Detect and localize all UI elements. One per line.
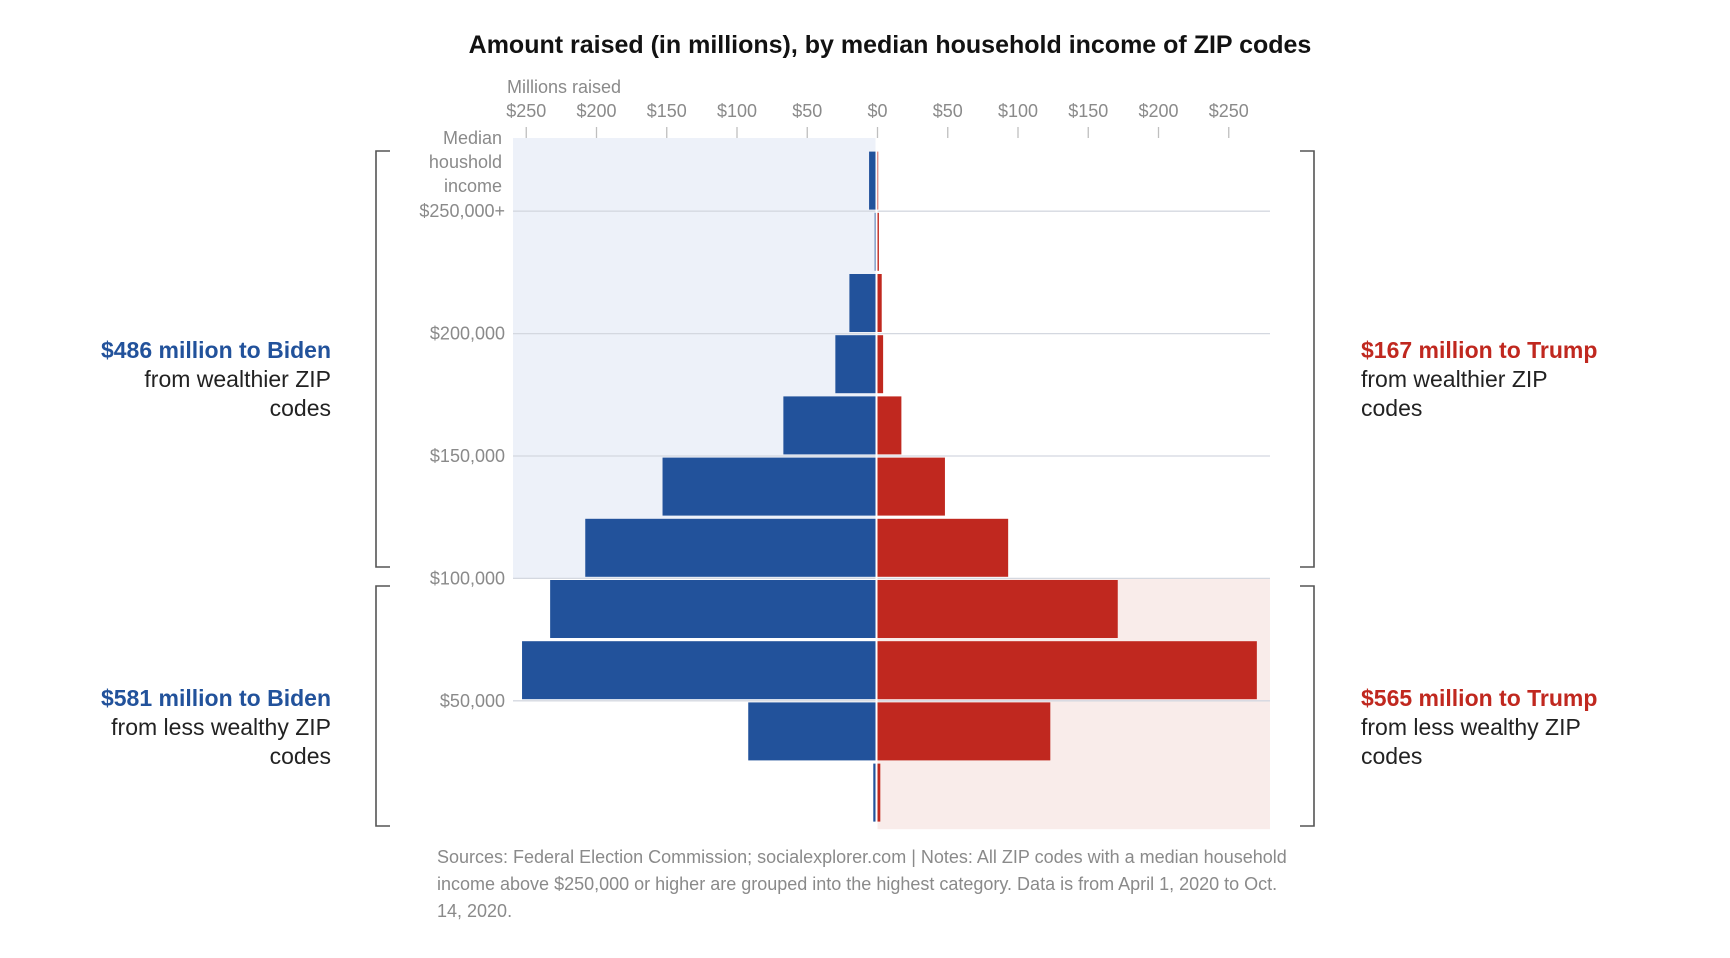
y-tick-label: $200,000 [430, 324, 505, 344]
x-tick-label: $100 [998, 101, 1038, 121]
y-axis-title-line: houshold [429, 152, 502, 172]
bracket-biden-wealthy [375, 150, 390, 568]
x-axis-title: Millions raised [507, 77, 621, 97]
y-axis-title-line: income [444, 176, 502, 196]
bar-biden [835, 335, 878, 394]
x-tick-label: $150 [1068, 101, 1108, 121]
x-tick-label: $0 [867, 101, 887, 121]
annotation-trump-wealthy: $167 million to Trump from wealthier ZIP… [1361, 337, 1597, 421]
annotation-headline: $486 million to Biden [101, 337, 331, 363]
annotation-body-line: from wealthier ZIP [144, 366, 331, 392]
y-tick-label: $100,000 [430, 568, 505, 588]
y-tick-label: $50,000 [440, 691, 505, 711]
x-tick-label: $150 [647, 101, 687, 121]
y-tick-label: $250,000+ [419, 201, 505, 221]
bar-trump [877, 396, 902, 455]
bar-trump [877, 151, 879, 210]
bar-biden [849, 274, 878, 332]
bracket-trump-wealthy [1300, 150, 1315, 568]
bar-trump [877, 274, 882, 332]
bar-trump [877, 702, 1051, 761]
bar-trump [877, 763, 881, 822]
annotation-body-line: from less wealthy ZIP [1361, 714, 1581, 740]
x-tick-label: $50 [933, 101, 963, 121]
bracket-biden-less [375, 585, 390, 827]
bar-biden [873, 763, 878, 822]
x-tick-label: $200 [1138, 101, 1178, 121]
chart-title: Amount raised (in millions), by median h… [469, 31, 1312, 59]
y-tick-label: $150,000 [430, 446, 505, 466]
bar-trump [877, 641, 1257, 700]
x-tick-label: $100 [717, 101, 757, 121]
x-axis: $250 $200 $150 $100 $50 $0 $50 $100 $150 $200 $250 [506, 101, 1249, 138]
annotation-headline: $565 million to Trump [1361, 685, 1597, 711]
bar-biden [550, 580, 878, 638]
annotation-biden-wealthy: $486 million to Biden from wealthier ZIP… [101, 337, 331, 421]
x-tick-label: $50 [792, 101, 822, 121]
bar-biden [748, 702, 878, 761]
grid-layer [513, 210, 1270, 702]
bar-biden [783, 396, 878, 455]
bar-biden [585, 518, 878, 577]
bar-trump [877, 457, 945, 516]
source-note-line: 14, 2020. [437, 901, 512, 921]
source-note-line: income above $250,000 or higher are grou… [437, 874, 1277, 894]
bracket-trump-less [1300, 585, 1315, 827]
bar-trump [877, 212, 879, 271]
bar-biden [522, 641, 878, 700]
source-note-line: Sources: Federal Election Commission; so… [437, 847, 1287, 867]
annotation-body-line: codes [1361, 743, 1422, 769]
y-axis: $250,000+ $200,000 $150,000 $100,000 $50,000 [419, 201, 505, 711]
y-axis-title: Median houshold income [429, 128, 502, 196]
source-note: Sources: Federal Election Commission; so… [437, 847, 1287, 921]
annotation-body-line: from wealthier ZIP [1361, 366, 1548, 392]
x-tick-label: $200 [576, 101, 616, 121]
bar-trump [877, 580, 1118, 638]
brackets [375, 150, 1315, 827]
bar-biden [662, 457, 878, 516]
bar-trump [877, 335, 884, 394]
y-axis-title-line: Median [443, 128, 502, 148]
annotation-body-line: codes [1361, 395, 1422, 421]
x-tick-label: $250 [1209, 101, 1249, 121]
annotation-body-line: codes [270, 395, 331, 421]
bar-biden [869, 151, 878, 210]
annotation-headline: $167 million to Trump [1361, 337, 1597, 363]
x-tick-label: $250 [506, 101, 546, 121]
annotation-body-line: codes [270, 743, 331, 769]
annotation-headline: $581 million to Biden [101, 685, 331, 711]
bar-trump [877, 518, 1009, 577]
annotation-body-line: from less wealthy ZIP [111, 714, 331, 740]
annotation-trump-less: $565 million to Trump from less wealthy … [1361, 685, 1597, 769]
annotation-biden-less: $581 million to Biden from less wealthy … [101, 685, 331, 769]
